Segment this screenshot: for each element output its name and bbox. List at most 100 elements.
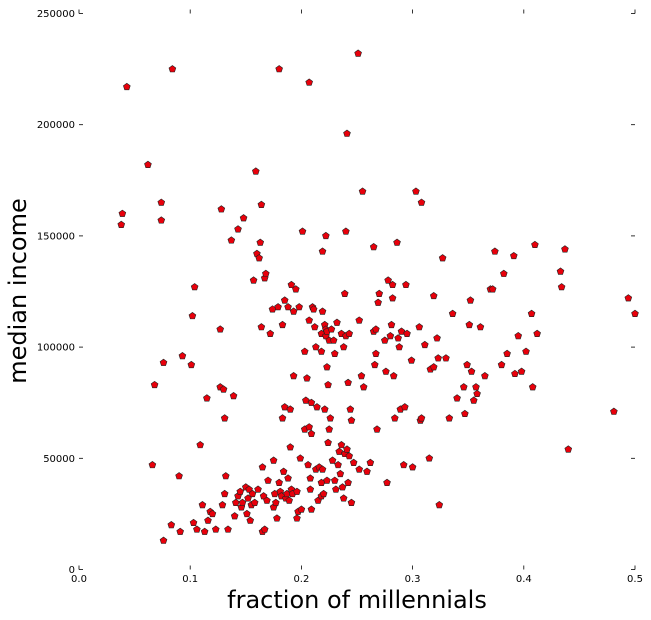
data-point [239,214,248,222]
data-point [421,340,429,349]
data-point [320,405,329,413]
data-point [435,501,444,509]
data-point [386,332,395,340]
x-tick-label: 0.3 [405,574,421,585]
data-point [556,267,565,275]
data-point [561,245,569,253]
data-point [230,512,239,520]
y-tick-250000: 250000 [37,9,635,20]
data-point [383,478,391,486]
data-point [123,82,131,91]
data-point [293,514,301,522]
data-point [229,392,238,400]
data-point [234,225,242,233]
data-point [278,320,287,329]
data-point [280,403,289,411]
data-point [466,296,475,304]
data-point [407,356,416,364]
data-point [307,398,316,406]
x-tick-label: 0.1 [182,574,198,585]
data-point [347,498,356,506]
data-point [279,467,288,475]
data-point [402,280,410,289]
data-point [448,309,457,317]
data-point [189,518,198,527]
data-point [329,336,338,344]
data-point [330,476,339,484]
data-point [284,303,292,311]
data-point [274,303,282,311]
data-point [467,367,476,375]
data-point [196,440,204,449]
data-point [307,429,316,438]
data-point [289,307,298,315]
data-point [384,276,392,284]
data-point [461,409,469,418]
x-tick-label: 0.4 [516,574,532,585]
data-point [204,516,212,524]
data-point [371,360,379,369]
data-point [280,296,289,304]
data-point [304,460,312,469]
data-point [345,452,353,460]
data-point [307,505,316,513]
data-point [305,78,313,86]
data-point [219,385,228,393]
data-point [374,298,382,306]
data-point [200,527,209,535]
data-point [187,360,196,369]
data-point [248,489,257,498]
data-point [257,200,266,208]
data-point [445,414,454,422]
data-point [318,307,327,315]
data-point [246,516,255,524]
data-point [334,460,342,469]
data-point [522,347,530,355]
data-point [453,394,461,402]
data-point [236,487,245,495]
data-point [296,454,305,462]
data-points [117,49,639,544]
data-point [287,280,296,289]
data-point [425,454,434,462]
data-point [463,360,471,369]
y-axis-title: median income [4,198,32,384]
data-point [278,414,287,422]
data-point [510,251,518,260]
data-point [631,309,639,317]
data-point [500,269,508,277]
data-point [323,363,331,371]
data-point [305,423,313,431]
data-point [481,372,489,380]
data-point [355,316,364,324]
y-axis: 0 50000 100000 150000 200000 250000 [37,9,635,576]
data-point [216,325,225,333]
data-point [159,358,168,366]
data-point [272,498,280,506]
y-tick-0: 0 [69,565,635,576]
data-point [442,354,450,362]
data-point [497,360,506,369]
data-point [339,343,348,351]
data-point [343,445,351,453]
x-tick-0.2: 0.2 [293,9,309,585]
data-point [531,240,539,249]
data-point [284,474,292,482]
data-point [157,198,166,206]
data-point [148,460,157,469]
data-point [330,349,339,357]
data-point [359,383,368,391]
data-point [503,349,511,357]
data-point [220,414,229,422]
data-point [286,405,295,413]
data-point [366,458,375,466]
data-point [473,389,481,398]
data-point [403,329,411,337]
data-point [150,380,159,389]
data-point [178,352,187,360]
data-point [429,363,438,371]
x-tick-0.0: 0.0 [71,9,87,585]
data-point [254,485,262,493]
y-tick-label: 150000 [37,231,75,242]
